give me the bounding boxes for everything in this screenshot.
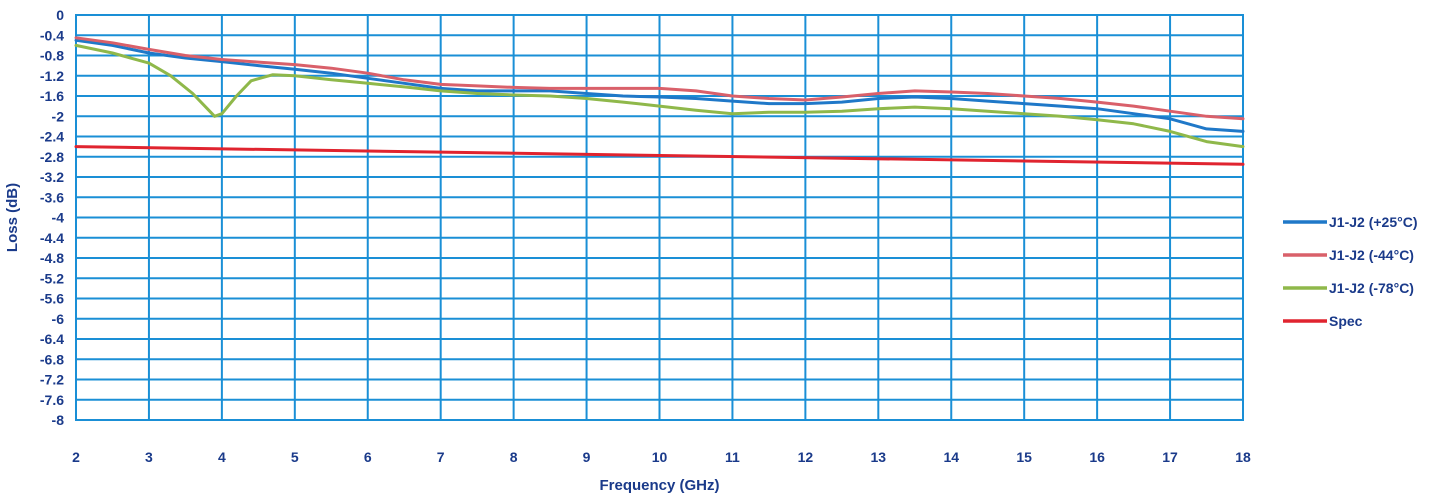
x-tick-label: 12: [798, 449, 814, 465]
series-line-1: [74, 38, 1245, 133]
y-tick-label: -3.6: [40, 189, 64, 205]
x-tick-label: 16: [1089, 449, 1105, 465]
y-tick-label: -5.2: [40, 270, 64, 286]
y-tick-label: -8: [52, 412, 65, 428]
y-tick-label: -7.6: [40, 392, 64, 408]
legend-label: J1-J2 (-44°C): [1329, 247, 1414, 263]
x-tick-label: 18: [1235, 449, 1251, 465]
x-tick-label: 3: [145, 449, 153, 465]
x-tick-label: 11: [725, 449, 740, 465]
series-line-3: [74, 43, 1245, 149]
plot-area: [75, 14, 1244, 421]
y-tick-label: -2.8: [40, 149, 64, 165]
chart-grid: [75, 14, 1244, 421]
legend-label: J1-J2 (+25°C): [1329, 214, 1417, 230]
y-tick-label: -7.2: [40, 372, 64, 388]
x-tick-label: 13: [871, 449, 887, 465]
y-tick-label: -1.2: [40, 68, 64, 84]
y-tick-label: -6.8: [40, 351, 64, 367]
x-tick-label: 5: [291, 449, 299, 465]
series-line-2: [74, 36, 1245, 121]
x-tick-label: 14: [943, 449, 959, 465]
y-tick-label: -1.6: [40, 88, 64, 104]
y-axis-ticks: 0 -0.4 -0.8 -1.2 -1.6 -2 -2.4 -2.8 -3.2 -3.6 -4 -4.…: [40, 7, 64, 428]
y-axis-title: Loss (dB): [4, 183, 21, 252]
y-tick-label: -6: [52, 311, 65, 327]
series-layer: [74, 36, 1245, 166]
x-tick-label: 7: [437, 449, 445, 465]
chart-legend: J1-J2 (+25°C) J1-J2 (-44°C) J1-J2 (-78°C) S…: [1283, 214, 1417, 329]
x-tick-label: 2: [72, 449, 80, 465]
x-tick-label: 6: [364, 449, 372, 465]
y-tick-label: -2: [52, 108, 65, 124]
y-tick-label: 0: [56, 7, 64, 23]
x-tick-label: 9: [583, 449, 591, 465]
x-axis-ticks: 2 3 4 5 6 7 8 9 10 11 12 13 14 15 16 17 18: [72, 449, 1251, 465]
x-tick-label: 8: [510, 449, 518, 465]
x-tick-label: 17: [1162, 449, 1178, 465]
x-axis-title: Frequency (GHz): [599, 477, 719, 494]
y-tick-label: -0.8: [40, 48, 64, 64]
x-tick-label: 10: [652, 449, 668, 465]
legend-label: Spec: [1329, 313, 1363, 329]
y-tick-label: -4.8: [40, 250, 64, 266]
y-tick-label: -6.4: [40, 331, 64, 347]
y-tick-label: -4: [52, 210, 65, 226]
series-line-4: [74, 145, 1245, 166]
y-tick-label: -2.4: [40, 129, 64, 145]
x-tick-label: 15: [1016, 449, 1032, 465]
y-tick-label: -4.4: [40, 230, 64, 246]
y-tick-label: -5.6: [40, 291, 64, 307]
y-tick-label: -0.4: [40, 27, 64, 43]
legend-label: J1-J2 (-78°C): [1329, 280, 1414, 296]
y-tick-label: -3.2: [40, 169, 64, 185]
x-tick-label: 4: [218, 449, 226, 465]
